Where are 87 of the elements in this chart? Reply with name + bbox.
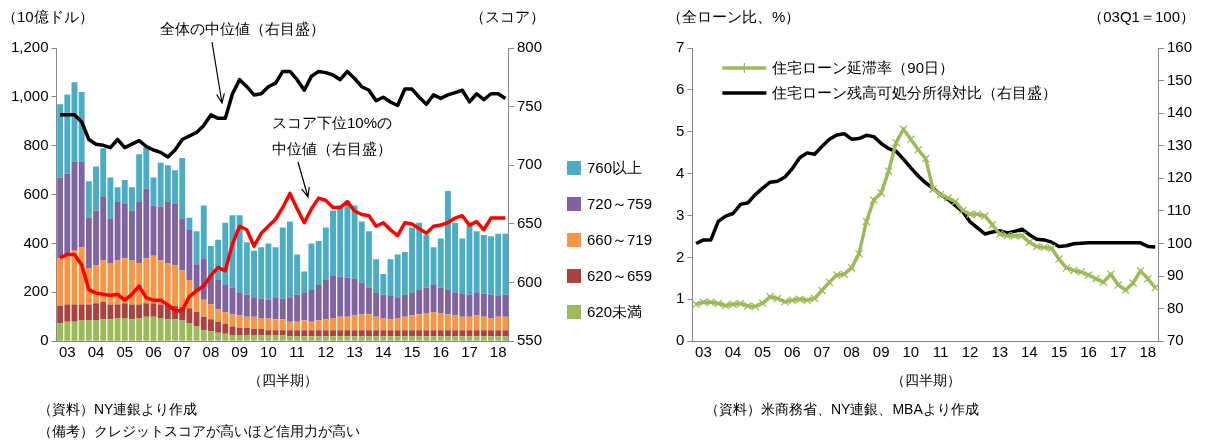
bar	[308, 336, 315, 341]
bar	[466, 336, 473, 341]
annotation: スコア下位10%の	[272, 114, 393, 132]
x-tick-label: 08	[843, 343, 860, 361]
y-tick-label: 200	[23, 282, 49, 300]
y2-tick-label: 140	[1166, 103, 1192, 121]
x-tick-label: 17	[461, 343, 478, 361]
x-tick-label: 16	[432, 343, 450, 361]
y-tick-label: 4	[676, 163, 685, 181]
y2-tick-label: 700	[516, 155, 542, 173]
y-tick-label: 3	[676, 205, 685, 223]
y-tick-label: 5	[676, 121, 685, 139]
y2-tick-label: 150	[1166, 70, 1192, 88]
y2-tick-label: 100	[1166, 233, 1192, 251]
x-tick-label: 04	[724, 343, 742, 361]
x-tick-label: 16	[1080, 343, 1097, 361]
x-tick-label: 10	[260, 343, 277, 361]
x-tick-label: 07	[813, 343, 831, 361]
y-tick-label: 800	[23, 135, 49, 153]
x-tick-label: 15	[403, 343, 421, 361]
x-tick-label: 06	[145, 343, 162, 361]
y2-tick-label: 130	[1166, 135, 1192, 153]
y2-tick-label: 110	[1166, 201, 1191, 219]
y2-axis-title: （03Q1＝100）	[1088, 8, 1195, 26]
y-tick-label: 2	[676, 247, 685, 265]
x-tick-label: 12	[961, 343, 979, 361]
x-tick-label: 11	[289, 343, 305, 361]
legend-label: 620～659	[587, 267, 653, 285]
x-tick-label: 14	[374, 343, 392, 361]
bar	[229, 335, 236, 341]
y-tick-label: 7	[676, 38, 685, 56]
x-tick-label: 12	[317, 343, 335, 361]
x-tick-label: 06	[783, 343, 801, 361]
y-axis-title: （10億ドル）	[2, 8, 94, 26]
x-tick-label: 03	[58, 343, 76, 361]
legend-label: 620未満	[587, 303, 643, 321]
text: 全体の中位値（右目盛）	[160, 20, 325, 38]
y2-tick-label: 70	[1166, 331, 1184, 349]
y2-tick-label: 80	[1166, 298, 1184, 316]
y-tick-label: 1,000	[10, 87, 49, 105]
y2-axis-title: （スコア）	[470, 8, 545, 26]
annotation: 中位値（右目盛）	[272, 140, 392, 158]
x-tick-label: 04	[87, 343, 105, 361]
y-tick-label: 6	[676, 80, 685, 98]
y2-tick-label: 120	[1166, 168, 1192, 186]
y-tick-label: 600	[23, 184, 49, 202]
y-tick-label: 0	[676, 331, 685, 349]
x-tick-label: 14	[1021, 343, 1038, 361]
legend-label: 住宅ローン延滞率（90日）	[771, 59, 955, 77]
x-tick-label: 05	[754, 343, 772, 361]
y-axis-title: （全ローン比、%）	[667, 8, 801, 26]
x-tick-label: 17	[1109, 343, 1127, 361]
y-tick-label: 1,200	[10, 38, 49, 56]
text: （資料）NY連銀より作成	[38, 400, 199, 419]
x-tick-label: 15	[1050, 343, 1068, 361]
legend-label: 660～719	[587, 231, 653, 249]
y-tick-label: 400	[23, 233, 49, 251]
x-tick-label: 11	[932, 343, 949, 361]
y-tick-label: 1	[676, 289, 685, 307]
x-tick-label: 07	[173, 343, 191, 361]
y2-tick-label: 600	[516, 272, 542, 290]
bar	[229, 314, 236, 327]
x-axis-title: （四半期）	[890, 372, 961, 389]
x-tick-label: 05	[116, 343, 134, 361]
x-tick-label: 08	[202, 343, 220, 361]
x-tick-label: 13	[991, 343, 1009, 361]
x-tick-label: 09	[231, 343, 249, 361]
legend-label: 720～759	[587, 195, 653, 213]
y2-tick-label: 800	[516, 38, 542, 56]
legend-label: 760以上	[587, 159, 643, 177]
y2-tick-label: 90	[1166, 266, 1184, 284]
y2-tick-label: 160	[1166, 38, 1192, 56]
legend-label: 住宅ローン残高可処分所得対比（右目盛）	[771, 84, 1058, 102]
x-axis-title: （四半期）	[247, 372, 318, 389]
x-tick-label: 10	[902, 343, 920, 361]
y2-tick-label: 550	[516, 331, 542, 349]
text: （資料）米商務省、NY連銀、MBAより作成	[705, 400, 979, 419]
x-tick-label: 03	[695, 343, 712, 361]
y2-tick-label: 750	[516, 96, 542, 114]
x-tick-label: 18	[489, 343, 507, 361]
y-tick-label: 0	[40, 331, 49, 349]
bar	[387, 336, 394, 341]
y2-tick-label: 650	[516, 214, 542, 232]
text: （備考）クレジットスコアが高いほど信用力が高い	[38, 422, 360, 441]
x-tick-label: 13	[346, 343, 363, 361]
x-tick-label: 18	[1139, 343, 1157, 361]
x-tick-label: 09	[872, 343, 890, 361]
